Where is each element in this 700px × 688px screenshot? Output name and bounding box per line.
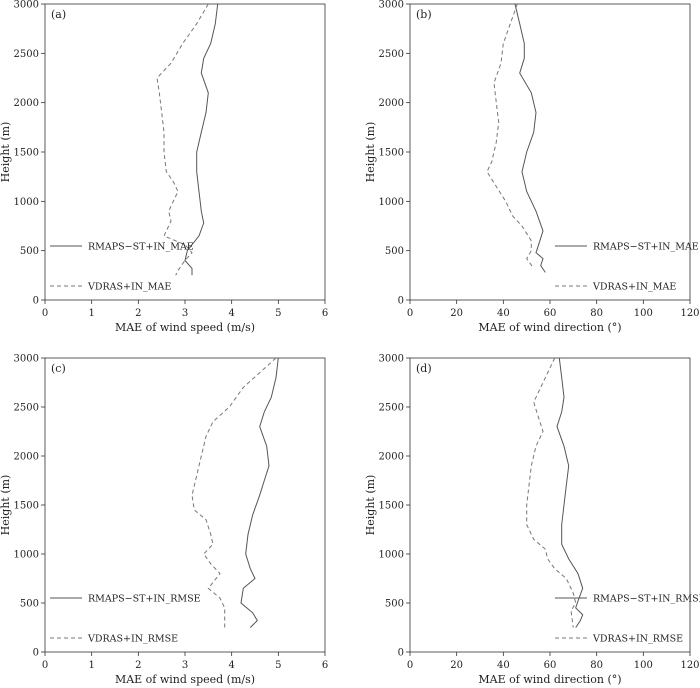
x-tick-label: 3 [182,660,188,671]
y-tick-label: 2500 [379,403,404,414]
x-tick-label: 2 [135,660,141,671]
x-tick-label: 80 [590,660,603,671]
x-axis-label: MAE of wind direction (°) [478,673,621,686]
y-tick-label: 3000 [379,0,404,11]
series-line-vdras [526,357,577,628]
y-tick-label: 0 [33,648,39,659]
panel-b: 0 20 40 60 80 100 120 0 500 1000 1500 2000 2500 3000 M… [364,0,700,334]
series-line-rmaps [184,3,219,276]
y-tick-label: 2500 [14,403,39,414]
panel-label: (d) [416,362,432,375]
y-tick-label: 1500 [14,148,39,159]
x-axis-label: MAE of wind speed (m/s) [115,673,255,686]
y-tick-label: 2000 [379,452,404,463]
series-line-vdras [191,357,277,628]
plot-frame [409,357,691,653]
x-tick-label: 120 [680,308,699,319]
y-tick-label: 1500 [379,148,404,159]
plot-frame [44,357,326,653]
y-axis-label: Height (m) [0,122,12,183]
y-axis-label: Height (m) [364,122,377,183]
x-tick-label: 0 [42,660,48,671]
x-tick-label: 3 [182,308,188,319]
x-tick-label: 1 [88,308,94,319]
panel-label: (c) [51,362,66,375]
x-tick-label: 6 [322,660,328,671]
y-tick-label: 2000 [14,98,39,109]
x-tick-label: 20 [450,660,463,671]
y-tick-label: 2000 [379,98,404,109]
y-tick-label: 2500 [14,49,39,60]
y-tick-label: 3000 [14,0,39,11]
x-tick-label: 60 [544,308,557,319]
y-tick-label: 3000 [14,354,39,365]
y-tick-label: 2000 [14,452,39,463]
x-axis-label: MAE of wind speed (m/s) [115,321,255,334]
y-axis-label: Height (m) [364,475,377,536]
y-tick-label: 500 [385,246,404,257]
x-tick-label: 5 [275,660,281,671]
plot-frame [409,3,691,301]
y-axis-label: Height (m) [0,475,12,536]
x-tick-label: 4 [228,660,234,671]
series-line-rmaps [240,357,279,628]
x-tick-label: 0 [42,308,48,319]
series-line-rmaps [514,3,546,273]
x-tick-label: 5 [275,308,281,319]
y-tick-label: 1500 [379,501,404,512]
y-tick-label: 500 [20,599,39,610]
legend-label: VDRAS+IN_MAE [592,282,676,293]
legend-label: RMAPS−ST+IN_MAE [593,242,699,253]
x-tick-label: 20 [450,308,463,319]
y-tick-label: 1000 [14,550,39,561]
plot-frame [44,3,326,301]
series-line-rmaps [556,357,584,628]
x-tick-label: 120 [680,660,699,671]
y-tick-label: 1000 [379,197,404,208]
legend-label: RMAPS−ST+IN_MAE [88,242,194,253]
x-tick-label: 0 [407,308,413,319]
x-tick-label: 100 [634,308,653,319]
x-tick-label: 40 [497,660,510,671]
x-tick-label: 100 [634,660,653,671]
panel-a: 0 1 2 3 4 5 6 0 500 1000 1500 2000 2500 3000 MAE of wi… [0,0,328,334]
y-tick-label: 1000 [379,550,404,561]
y-tick-label: 0 [398,296,404,307]
x-tick-label: 1 [88,660,94,671]
y-tick-label: 0 [33,296,39,307]
panel-d: 0 20 40 60 80 100 120 0 500 1000 1500 2000 2500 3000 M… [364,354,700,687]
y-tick-label: 3000 [379,354,404,365]
y-tick-label: 500 [385,599,404,610]
legend-label: RMAPS−ST+IN_RMSE [593,594,700,605]
x-axis-label: MAE of wind direction (°) [478,321,621,334]
legend-label: VDRAS+IN_RMSE [87,634,178,645]
panel-c: 0 1 2 3 4 5 6 0 500 1000 1500 2000 2500 3000 MAE of wi… [0,354,328,687]
y-tick-label: 0 [398,648,404,659]
legend-label: RMAPS−ST+IN_RMSE [88,594,201,605]
x-tick-label: 40 [497,308,510,319]
panel-label: (b) [416,8,432,21]
x-tick-label: 2 [135,308,141,319]
legend-label: VDRAS+IN_RMSE [592,634,683,645]
panel-label: (a) [51,8,66,21]
x-tick-label: 60 [544,660,557,671]
y-tick-label: 500 [20,246,39,257]
y-tick-label: 1500 [14,501,39,512]
y-tick-label: 2500 [379,49,404,60]
x-tick-label: 80 [590,308,603,319]
x-tick-label: 4 [228,308,234,319]
y-tick-label: 1000 [14,197,39,208]
series-line-vdras [486,3,535,269]
x-tick-label: 6 [322,308,328,319]
series-line-vdras [156,3,209,276]
x-tick-label: 0 [407,660,413,671]
legend-label: VDRAS+IN_MAE [87,282,171,293]
